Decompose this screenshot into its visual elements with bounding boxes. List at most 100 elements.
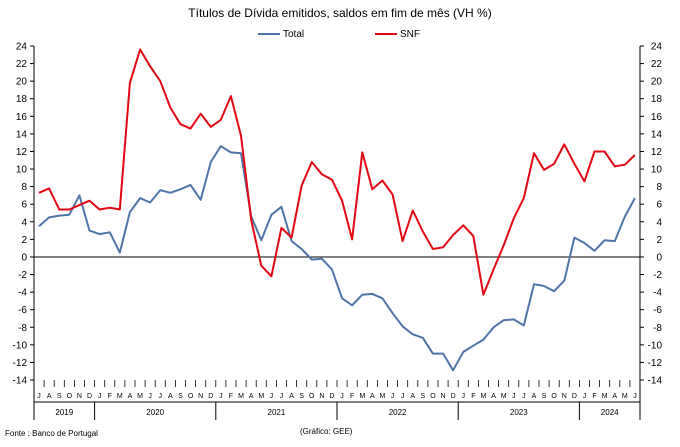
x-axis-year-labels: 2019 2020 2021 2022 2023 2024 [55, 402, 619, 420]
month-label: O [430, 393, 436, 400]
month-label: J [270, 393, 274, 400]
right-tick-label: 22 [651, 59, 663, 70]
left-tick-label: 2 [21, 235, 27, 246]
month-label: S [57, 393, 62, 400]
year-label: 2021 [268, 408, 286, 417]
series-line-total [38, 145, 636, 372]
month-label: J [462, 393, 466, 400]
left-tick-label: 8 [21, 182, 27, 193]
legend: Total SNF [258, 29, 420, 40]
right-tick-label: -10 [648, 340, 663, 351]
month-label: A [128, 393, 133, 400]
right-tick-label: 16 [651, 112, 663, 123]
right-tick-label: 24 [651, 42, 663, 53]
right-tick-label: 4 [656, 217, 662, 228]
month-label: A [370, 393, 375, 400]
right-tick-label: 18 [651, 94, 663, 105]
left-tick-label: 14 [16, 129, 28, 140]
credit-note: (Gráfico: GEE) [300, 427, 353, 436]
left-tick-label: 6 [21, 200, 27, 211]
left-tick-label: 0 [21, 252, 27, 263]
month-label: F [350, 393, 354, 400]
month-label: J [159, 393, 163, 400]
year-label: 2024 [601, 408, 619, 417]
left-tick-label: -8 [18, 323, 27, 334]
month-label: D [451, 393, 456, 400]
month-label: F [229, 393, 233, 400]
month-label: D [87, 393, 92, 400]
right-tick-label: -4 [653, 288, 662, 299]
left-tick-label: 20 [16, 77, 28, 88]
left-tick-label: 16 [16, 112, 28, 123]
series-line-snf [38, 48, 636, 296]
left-tick-label: 24 [16, 42, 28, 53]
left-tick-label: -12 [13, 358, 28, 369]
month-label: M [117, 393, 123, 400]
year-label: 2022 [389, 408, 407, 417]
month-label: M [622, 393, 628, 400]
month-label: S [299, 393, 304, 400]
month-label: M [481, 393, 487, 400]
month-label: M [137, 393, 143, 400]
left-tick-label: 12 [16, 147, 28, 158]
month-label: O [551, 393, 557, 400]
month-label: N [319, 393, 324, 400]
month-label: N [562, 393, 567, 400]
left-tick-label: -6 [18, 305, 27, 316]
month-label: J [148, 393, 152, 400]
month-label: J [401, 393, 405, 400]
series-lines [38, 48, 636, 372]
month-label: D [208, 393, 213, 400]
month-label: S [178, 393, 183, 400]
month-label: S [421, 393, 426, 400]
month-label: O [188, 393, 194, 400]
month-label: M [258, 393, 264, 400]
right-tick-label: 12 [651, 147, 663, 158]
month-label: A [410, 393, 415, 400]
month-label: F [592, 393, 596, 400]
right-tick-label: 0 [656, 252, 662, 263]
month-label: D [572, 393, 577, 400]
left-tick-label: 4 [21, 217, 27, 228]
month-label: D [329, 393, 334, 400]
chart-title: Títulos de Dívida emitidos, saldos em fi… [188, 6, 491, 20]
right-tick-label: -6 [653, 305, 662, 316]
month-label: J [583, 393, 587, 400]
month-label: J [522, 393, 526, 400]
month-label: S [542, 393, 547, 400]
left-tick-label: -14 [13, 376, 28, 387]
month-label: J [340, 393, 344, 400]
right-tick-label: 8 [656, 182, 662, 193]
month-label: N [198, 393, 203, 400]
left-tick-label: 22 [16, 59, 28, 70]
right-tick-label: 20 [651, 77, 663, 88]
month-label: J [280, 393, 284, 400]
right-tick-label: -12 [648, 358, 663, 369]
month-label: J [98, 393, 102, 400]
month-label: N [441, 393, 446, 400]
month-label: A [532, 393, 537, 400]
month-label: A [491, 393, 496, 400]
month-label: F [471, 393, 475, 400]
year-label: 2020 [146, 408, 164, 417]
month-label: M [238, 393, 244, 400]
month-label: M [359, 393, 365, 400]
left-tick-label: 10 [16, 165, 28, 176]
right-tick-label: 10 [651, 165, 663, 176]
month-label: M [602, 393, 608, 400]
left-tick-label: -2 [18, 270, 27, 281]
source-note: Fonte : Banco de Portugal [5, 429, 98, 438]
month-label: A [289, 393, 294, 400]
month-label: J [512, 393, 516, 400]
legend-label-snf: SNF [400, 29, 420, 40]
month-label: M [380, 393, 386, 400]
left-tick-label: -10 [13, 340, 28, 351]
month-label: M [501, 393, 507, 400]
month-label: A [47, 393, 52, 400]
right-tick-label: -8 [653, 323, 662, 334]
right-tick-label: -14 [648, 376, 663, 387]
right-tick-label: 6 [656, 200, 662, 211]
month-label: J [633, 393, 637, 400]
